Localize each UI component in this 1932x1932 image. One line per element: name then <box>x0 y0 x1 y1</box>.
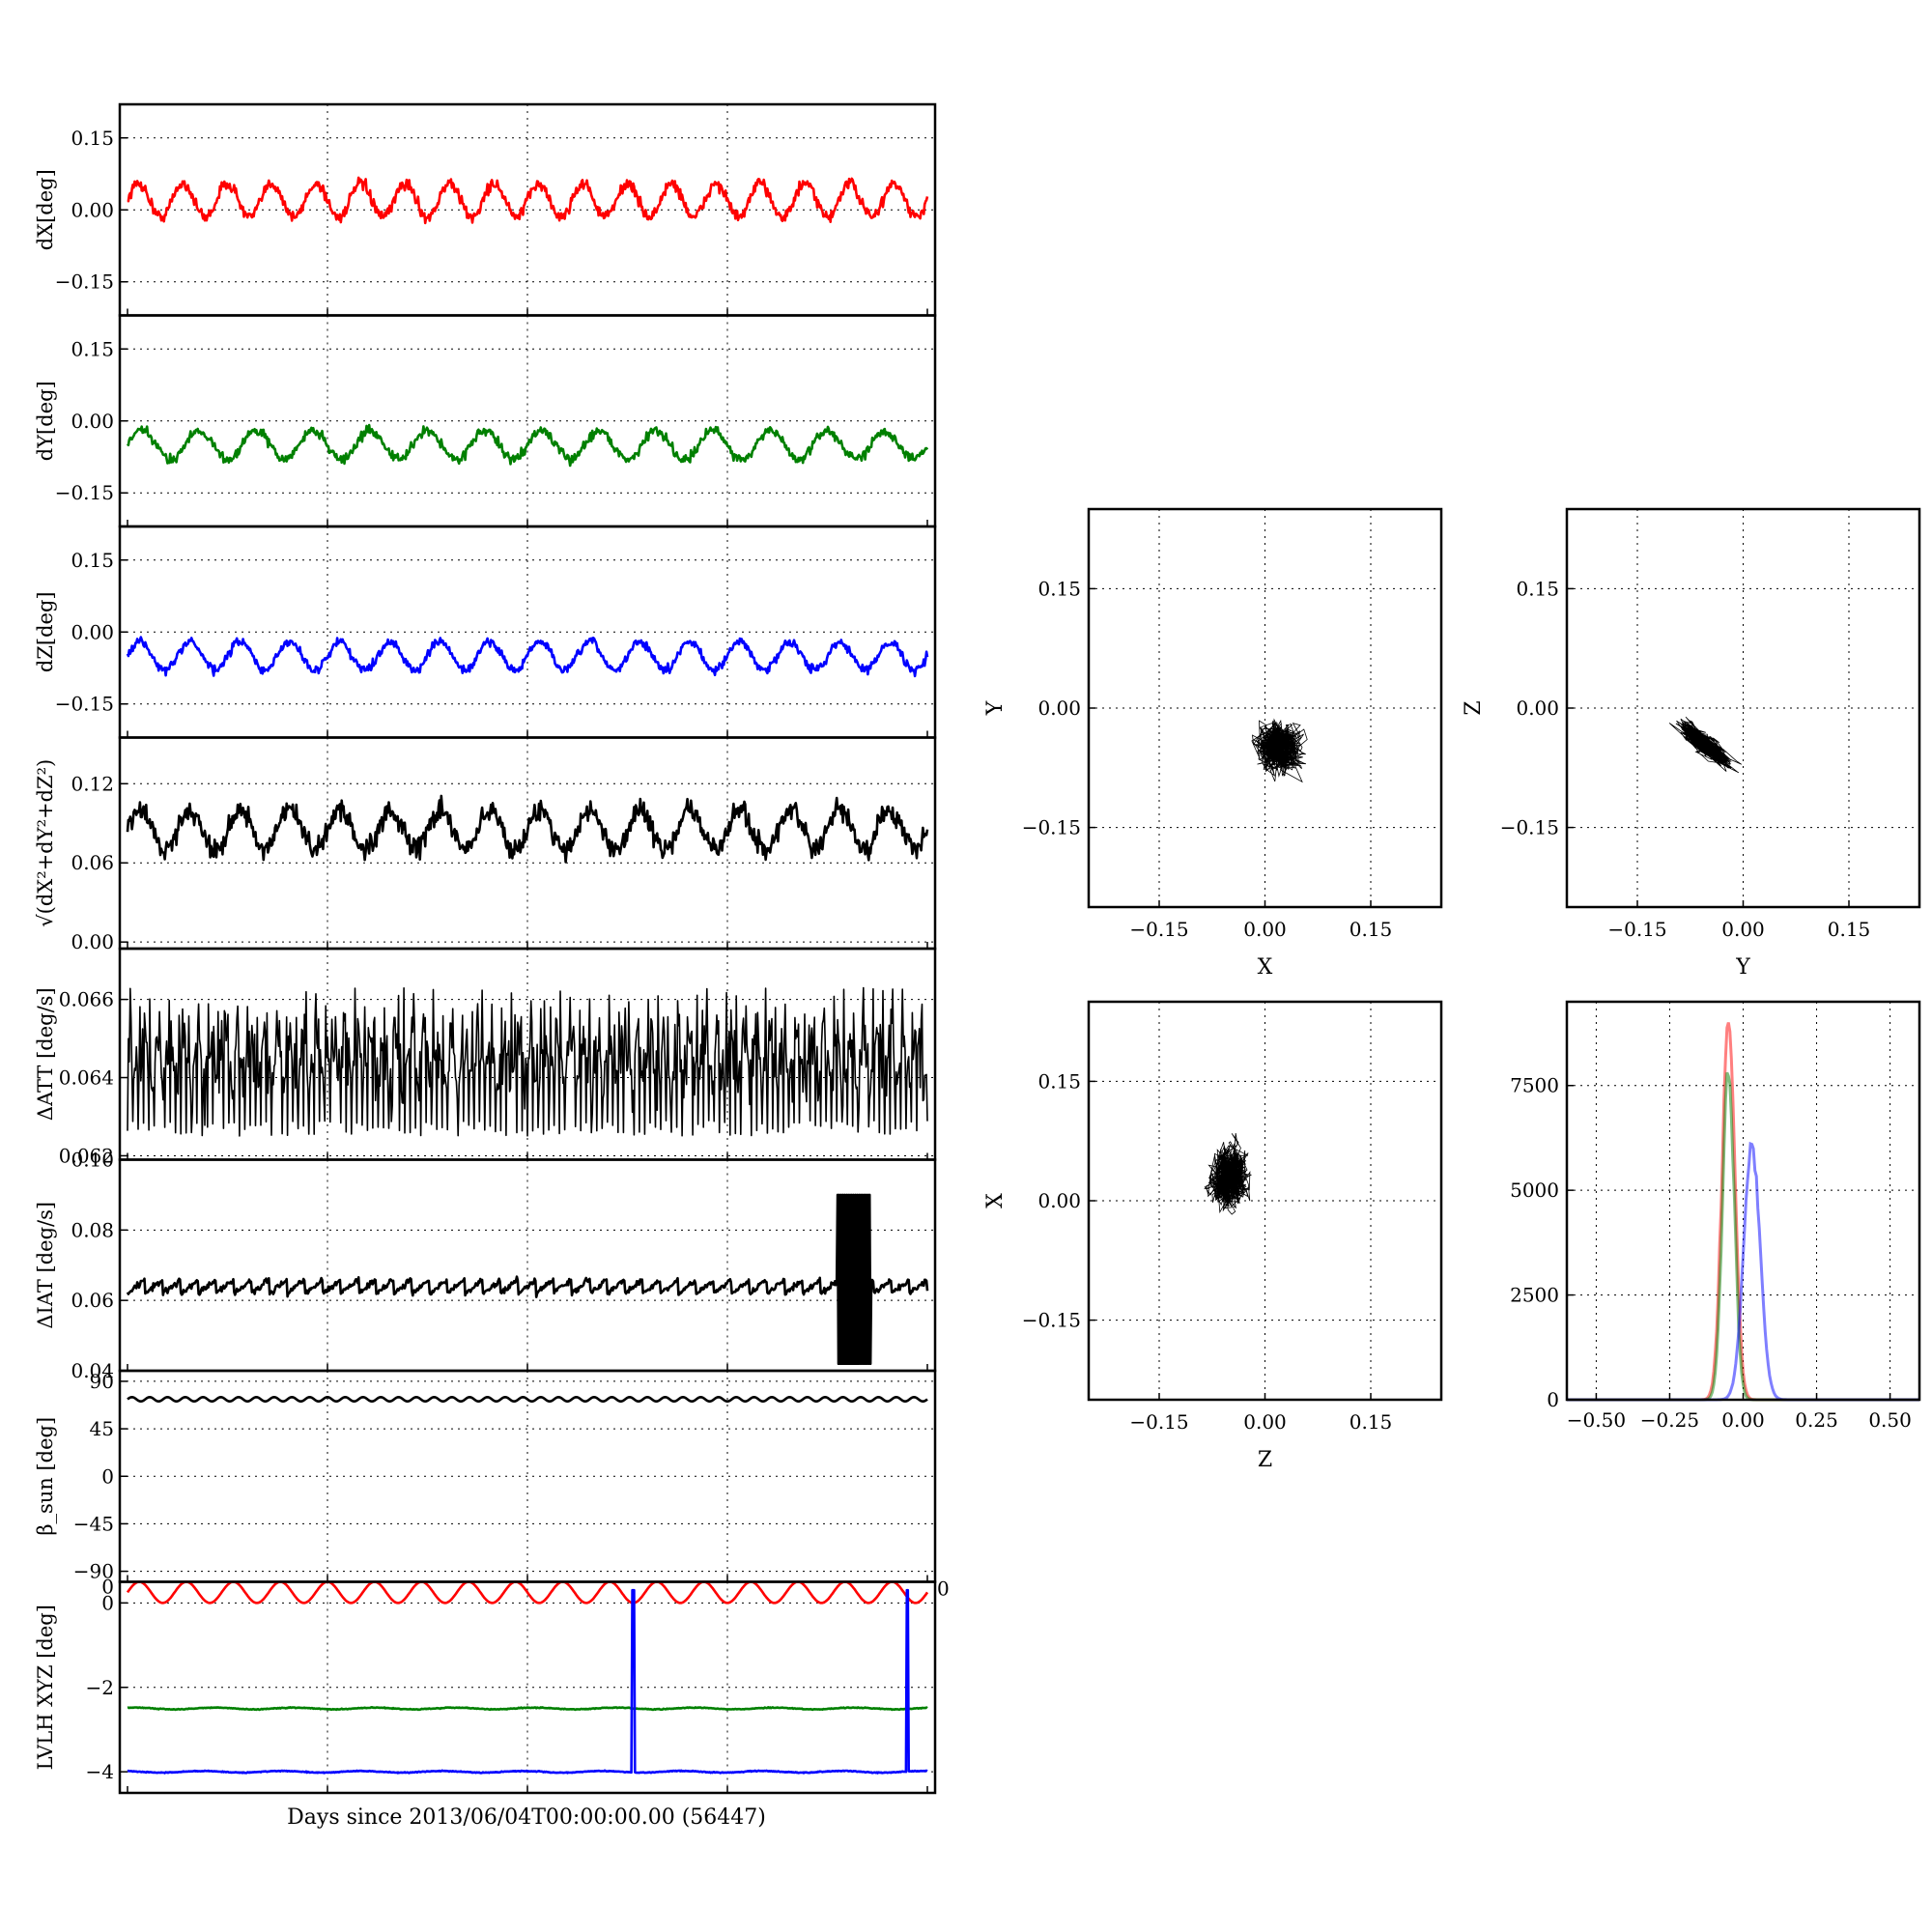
y-tick-label: 0.15 <box>1037 1069 1081 1093</box>
y-axis-label: dZ[deg] <box>34 591 57 672</box>
x-tick-label: 0.15 <box>1828 918 1871 941</box>
x-tick-label: −0.15 <box>1607 918 1666 941</box>
y-axis-label: ΔATT [deg/s] <box>34 987 57 1121</box>
series-line <box>126 636 929 678</box>
x-tick-label: −0.15 <box>1129 1410 1188 1434</box>
x-tick-label: 0.00 <box>1721 918 1765 941</box>
series-line <box>126 1580 929 1605</box>
y-tick-label: 5000 <box>1510 1179 1559 1202</box>
scatter-trace <box>1668 716 1743 774</box>
y-tick-label-extra: 0 <box>101 1576 114 1599</box>
y-tick-label: −90 <box>73 1560 114 1583</box>
y-axis-label: LVLH XYZ [deg] <box>34 1605 57 1770</box>
panel-magnitude: 0.12 0.06 0.00 √(dX²+dY²+dZ²) <box>34 736 937 953</box>
scatter-trace <box>1251 718 1308 783</box>
series-line <box>127 1396 928 1403</box>
x-tick-label: 0.15 <box>1350 918 1393 941</box>
y-tick-label: −2 <box>86 1676 114 1699</box>
y-tick-label: 0.00 <box>71 198 114 221</box>
histogram-curve <box>1567 1022 1919 1402</box>
y-tick-label: −45 <box>73 1512 114 1535</box>
y-tick-label: −0.15 <box>1022 816 1081 839</box>
y-axis-label: β_sun [deg] <box>34 1417 57 1536</box>
panel-dz: 0.15 0.00 −0.15 dZ[deg] <box>34 525 937 739</box>
series-line <box>127 1588 928 1775</box>
y-tick-label: 0.10 <box>71 1149 114 1172</box>
y-axis-label: dX[deg] <box>34 169 57 250</box>
scatter-trace <box>1204 1132 1253 1215</box>
y-tick-label: 2500 <box>1510 1284 1559 1307</box>
panel-frame <box>118 1158 937 1373</box>
y-tick-label: 0.00 <box>1037 696 1081 720</box>
x-tick-label: −0.15 <box>1129 918 1188 941</box>
x-axis-label-days: Days since 2013/06/04T00:00:00.00 (56447… <box>287 1805 766 1830</box>
y-tick-label: 0.15 <box>71 337 114 360</box>
y-tick-label: 0.06 <box>71 1289 114 1312</box>
y-axis-label: ΔIAT [deg/s] <box>34 1202 57 1329</box>
y-tick-label: 0.00 <box>71 410 114 433</box>
y-tick-label: 0.15 <box>1037 577 1081 600</box>
x-axis-label: X <box>1258 955 1273 980</box>
y-axis-label: Y <box>983 700 1008 716</box>
y-tick-label: 0.15 <box>71 127 114 150</box>
series-line <box>126 423 929 468</box>
series-line <box>126 1193 929 1365</box>
y-axis-label: Z <box>1462 700 1486 715</box>
y-tick-label: 0.15 <box>71 549 114 572</box>
y-tick-label: 0.00 <box>1037 1189 1081 1212</box>
y-tick-label: 0.00 <box>71 620 114 643</box>
y-tick-label: 0.15 <box>1516 577 1559 600</box>
y-tick-label: 0.062 <box>59 1144 114 1167</box>
panel-beta-sun: 90 45 0 −45 −90 β_sun [deg] <box>34 1369 937 1583</box>
scatter-x-y: −0.15 0.15 0.00 0.00 0.15 −0.15 X Y <box>983 507 1443 980</box>
y-tick-label: 0.00 <box>71 930 114 953</box>
y-tick-label: −0.15 <box>55 270 114 294</box>
panel-dx: 0.15 0.00 −0.15 dX[deg] <box>34 102 937 317</box>
panel-dy: 0.15 0.00 −0.15 dY[deg] <box>34 314 937 528</box>
y-tick-label: 0 <box>1547 1388 1559 1411</box>
y-tick-label: 0 <box>101 1464 114 1488</box>
x-tick-label: −0.25 <box>1640 1408 1699 1432</box>
scatter-y-z: −0.15 0.15 0.00 0.00 0.15 −0.15 Y Z <box>1462 507 1921 980</box>
y-tick-label-extra: 0 <box>937 1577 950 1601</box>
histogram-xyz: −0.50 −0.25 0.00 0.25 0.50 7500 5000 2500 0 <box>1510 1000 1921 1432</box>
y-tick-label: 0.066 <box>59 988 114 1011</box>
x-tick-label: 0.50 <box>1868 1408 1912 1432</box>
x-axis-label: Y <box>1735 955 1750 980</box>
y-tick-label: 0 <box>101 1591 114 1614</box>
y-tick-label: −0.15 <box>55 693 114 716</box>
y-axis-label: dY[deg] <box>34 381 57 461</box>
y-tick-label: 0.12 <box>71 772 114 795</box>
series-line <box>127 986 928 1137</box>
x-tick-label: 0.25 <box>1795 1408 1838 1432</box>
y-tick-label: −4 <box>86 1760 114 1783</box>
x-tick-label: 0.00 <box>1243 918 1287 941</box>
scatter-z-x: −0.15 0.15 0.00 0.00 0.15 −0.15 Z X <box>983 1000 1443 1472</box>
series-line <box>127 1706 928 1712</box>
y-tick-label: 0.08 <box>71 1218 114 1241</box>
y-tick-label: 0.00 <box>1516 696 1559 720</box>
y-tick-label: 90 <box>90 1370 114 1393</box>
x-tick-label: 0.15 <box>1350 1410 1393 1434</box>
x-tick-label: −0.50 <box>1567 1408 1626 1432</box>
x-tick-label: 0.00 <box>1243 1410 1287 1434</box>
series-line <box>126 794 929 864</box>
y-tick-label: 45 <box>90 1417 114 1440</box>
y-axis-label: X <box>983 1193 1008 1208</box>
y-axis-label: √(dX²+dY²+dZ²) <box>34 759 57 927</box>
y-tick-label: −0.15 <box>55 481 114 504</box>
y-tick-label: −0.15 <box>1500 816 1559 839</box>
panel-diat: 0.10 0.08 0.06 0.04 ΔIAT [deg/s] <box>34 1149 937 1382</box>
y-tick-label: −0.15 <box>1022 1309 1081 1332</box>
series-line <box>127 176 929 225</box>
y-tick-label: 0.064 <box>59 1066 114 1090</box>
x-tick-label: 0.00 <box>1721 1408 1765 1432</box>
y-tick-label: 0.04 <box>71 1359 114 1382</box>
y-tick-label: 0.06 <box>71 851 114 874</box>
x-axis-label: Z <box>1258 1448 1272 1472</box>
y-tick-label: 7500 <box>1510 1074 1559 1097</box>
